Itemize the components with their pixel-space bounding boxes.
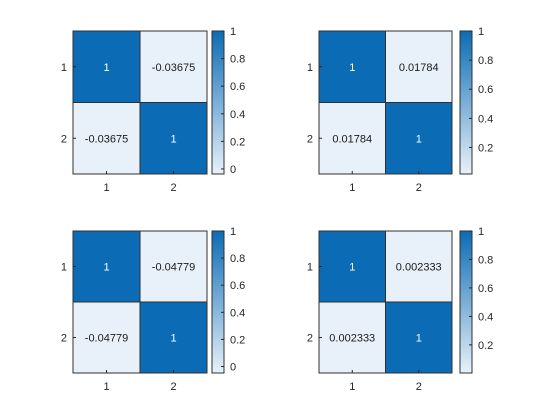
colorbar-tick-label: 0	[230, 164, 236, 176]
colorbar-tick-label: 0.2	[478, 340, 493, 352]
heatmap-panel-1: 1 -0.03675 -0.03675 1 1 2 1 2 0 0.2 0.4 0.6 0.8 1	[61, 26, 245, 194]
x-tick-label: 1	[103, 182, 109, 194]
heatmap-cell	[385, 102, 453, 175]
x-tick-label: 2	[170, 381, 176, 393]
colorbar-tick-label: 0	[230, 362, 236, 374]
heatmap-panel-2: 1 0.01784 0.01784 1 1 2 1 2 0.2 0.4 0.6 0.8 1	[307, 26, 493, 194]
cell-value-label: 1	[416, 133, 422, 145]
cell-value-label: 1	[170, 333, 176, 345]
cell-value-label: 0.01784	[399, 62, 439, 74]
y-tick-label: 2	[307, 133, 313, 145]
heatmap-cell	[139, 301, 208, 374]
colorbar-tick-label: 0.2	[230, 334, 245, 346]
cell-value-label: 1	[103, 62, 109, 74]
colorbar-tick-label: 0.8	[230, 54, 245, 66]
y-tick-label: 1	[307, 62, 313, 74]
colorbar-tick-label: 0.8	[230, 253, 245, 265]
colorbar-tick-label: 1	[230, 26, 236, 38]
colorbar-tick-label: 0.2	[230, 136, 245, 148]
y-tick-label: 1	[61, 262, 67, 274]
cell-value-label: 1	[349, 62, 355, 74]
colorbar-tick-label: 0.4	[478, 113, 493, 125]
cell-value-label: 1	[103, 262, 109, 274]
colorbar-tick-label: 0.6	[230, 81, 245, 93]
heatmap-cell	[139, 230, 208, 303]
cell-value-label: -0.03675	[85, 133, 128, 145]
x-tick-label: 1	[349, 182, 355, 194]
heatmap-panel-3: 1 -0.04779 -0.04779 1 1 2 1 2 0 0.2 0.4 0.6 0.8 1	[61, 226, 245, 393]
colorbar-tick-label: 1	[478, 226, 484, 238]
heatmap-cell	[318, 301, 386, 374]
y-tick-label: 2	[61, 133, 67, 145]
heatmap-cell	[318, 102, 386, 175]
heatmap-panel-4: 1 0.002333 0.002333 1 1 2 1 2 0.2 0.4 0.6 0.8 1	[307, 226, 493, 393]
colorbar	[211, 30, 225, 175]
colorbar-tick-label: 0.8	[478, 55, 493, 67]
cell-value-label: 1	[349, 262, 355, 274]
cell-value-label: 0.002333	[329, 333, 375, 345]
colorbar-tick-label: 0.4	[230, 109, 245, 121]
x-tick-label: 2	[416, 381, 422, 393]
colorbar-tick-label: 0.2	[478, 142, 493, 154]
cell-value-label: 1	[416, 333, 422, 345]
x-tick-label: 2	[170, 182, 176, 194]
y-tick-label: 1	[307, 262, 313, 274]
colorbar-tick-label: 0.4	[478, 311, 493, 323]
cell-value-label: -0.04779	[85, 333, 128, 345]
heatmap-cell	[385, 301, 453, 374]
cell-value-label: 0.002333	[396, 262, 442, 274]
heatmap-cell	[72, 301, 141, 374]
heatmap-cell	[385, 30, 453, 103]
y-tick-label: 1	[61, 62, 67, 74]
cell-value-label: 0.01784	[332, 133, 372, 145]
colorbar-tick-label: 0.6	[478, 84, 493, 96]
colorbar-tick-label: 1	[230, 226, 236, 238]
y-tick-label: 2	[61, 333, 67, 345]
x-tick-label: 1	[349, 381, 355, 393]
colorbar-tick-label: 1	[478, 26, 484, 38]
heatmap-cell	[139, 102, 208, 175]
colorbar-tick-label: 0.8	[478, 254, 493, 266]
cell-value-label: 1	[170, 133, 176, 145]
heatmap-cell	[72, 230, 141, 303]
x-tick-label: 2	[416, 182, 422, 194]
colorbar	[211, 230, 225, 374]
colorbar-tick-label: 0.6	[478, 283, 493, 295]
colorbar-tick-label: 0.6	[230, 280, 245, 292]
heatmap-cell	[385, 230, 453, 303]
cell-value-label: -0.03675	[152, 62, 195, 74]
colorbar-tick-label: 0.4	[230, 307, 245, 319]
x-tick-label: 1	[103, 381, 109, 393]
heatmap-cell	[72, 30, 141, 103]
heatmap-cell	[72, 102, 141, 175]
cell-value-label: -0.04779	[152, 262, 195, 274]
y-tick-label: 2	[307, 333, 313, 345]
colorbar	[459, 230, 473, 374]
heatmap-cell	[139, 30, 208, 103]
colorbar	[459, 30, 473, 175]
